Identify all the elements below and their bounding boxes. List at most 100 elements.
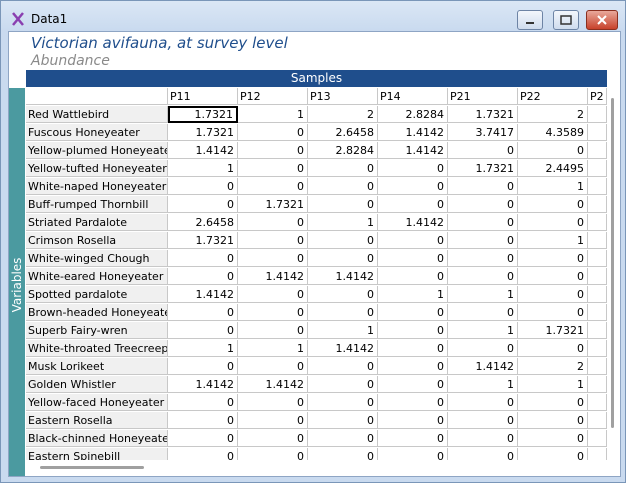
value-cell[interactable]: 0 — [308, 430, 378, 447]
value-cell[interactable]: 0 — [518, 412, 588, 429]
value-cell[interactable]: 2 — [518, 358, 588, 375]
minimize-button[interactable] — [517, 10, 543, 30]
value-cell[interactable]: 0 — [378, 196, 448, 213]
close-button[interactable] — [586, 10, 618, 30]
value-cell[interactable]: 0 — [518, 286, 588, 303]
value-cell[interactable]: 4.3589 — [518, 124, 588, 141]
value-cell[interactable]: 2.8284 — [308, 142, 378, 159]
scroll-thumb[interactable] — [40, 466, 144, 469]
value-cell[interactable]: 1.4142 — [378, 124, 448, 141]
value-cell[interactable]: 1.7321 — [168, 106, 238, 123]
value-cell[interactable]: 2 — [518, 106, 588, 123]
value-cell[interactable]: 0 — [448, 214, 518, 231]
value-cell[interactable]: 0 — [518, 268, 588, 285]
value-cell[interactable]: 1.4142 — [308, 340, 378, 357]
value-cell[interactable]: 0 — [168, 250, 238, 267]
column-header[interactable]: P22 — [518, 88, 588, 105]
value-cell[interactable]: 1 — [238, 340, 308, 357]
value-cell[interactable]: 0 — [238, 394, 308, 411]
value-cell[interactable]: 0 — [238, 304, 308, 321]
value-cell[interactable]: 0 — [238, 250, 308, 267]
value-cell[interactable]: 1 — [448, 286, 518, 303]
value-cell[interactable]: 1.4142 — [308, 268, 378, 285]
value-cell[interactable]: 0 — [448, 412, 518, 429]
row-header[interactable]: White-winged Chough — [26, 250, 168, 267]
value-cell[interactable]: 1.7321 — [238, 196, 308, 213]
column-header[interactable]: P13 — [308, 88, 378, 105]
value-cell[interactable]: 0 — [518, 250, 588, 267]
value-cell[interactable]: 1.4142 — [168, 142, 238, 159]
value-cell[interactable]: 0 — [448, 268, 518, 285]
row-header[interactable]: Golden Whistler — [26, 376, 168, 393]
value-cell[interactable]: 2 — [308, 106, 378, 123]
value-cell[interactable]: 0 — [448, 430, 518, 447]
value-cell[interactable]: 0 — [308, 232, 378, 249]
value-cell[interactable]: 0 — [168, 412, 238, 429]
value-cell[interactable]: 1.7321 — [168, 124, 238, 141]
value-cell[interactable]: 0 — [378, 250, 448, 267]
value-cell[interactable]: 0 — [238, 412, 308, 429]
value-cell[interactable]: 1 — [308, 322, 378, 339]
value-cell[interactable]: 0 — [308, 286, 378, 303]
value-cell-clipped[interactable] — [588, 340, 607, 357]
value-cell[interactable]: 0 — [168, 394, 238, 411]
value-cell[interactable]: 0 — [308, 304, 378, 321]
column-header[interactable]: P2 — [588, 88, 607, 105]
value-cell[interactable]: 0 — [238, 358, 308, 375]
value-cell[interactable]: 0 — [238, 286, 308, 303]
value-cell[interactable]: 0 — [518, 196, 588, 213]
value-cell[interactable]: 0 — [518, 340, 588, 357]
value-cell[interactable]: 0 — [378, 430, 448, 447]
row-header[interactable]: Yellow-faced Honeyeater — [26, 394, 168, 411]
value-cell[interactable]: 0 — [308, 358, 378, 375]
value-cell[interactable]: 0 — [308, 412, 378, 429]
value-cell[interactable]: 0 — [448, 250, 518, 267]
value-cell[interactable]: 1 — [518, 232, 588, 249]
value-cell[interactable]: 0 — [378, 412, 448, 429]
maximize-button[interactable] — [553, 10, 579, 30]
value-cell[interactable]: 0 — [518, 304, 588, 321]
row-header[interactable]: White-naped Honeyeater — [26, 178, 168, 195]
value-cell[interactable]: 0 — [378, 268, 448, 285]
value-cell-clipped[interactable] — [588, 250, 607, 267]
value-cell[interactable]: 1.4142 — [168, 376, 238, 393]
value-cell-clipped[interactable] — [588, 124, 607, 141]
value-cell-clipped[interactable] — [588, 412, 607, 429]
value-cell[interactable]: 1.4142 — [378, 142, 448, 159]
horizontal-scrollbar[interactable] — [26, 460, 607, 476]
value-cell[interactable]: 0 — [168, 358, 238, 375]
value-cell[interactable]: 0 — [168, 304, 238, 321]
value-cell-clipped[interactable] — [588, 286, 607, 303]
row-header[interactable]: Crimson Rosella — [26, 232, 168, 249]
value-cell[interactable]: 1.7321 — [168, 232, 238, 249]
value-cell[interactable]: 0 — [448, 178, 518, 195]
value-cell[interactable]: 1 — [308, 214, 378, 231]
row-header[interactable]: Musk Lorikeet — [26, 358, 168, 375]
value-cell[interactable]: 1 — [378, 286, 448, 303]
value-cell[interactable]: 1.7321 — [448, 160, 518, 177]
value-cell[interactable]: 1 — [238, 106, 308, 123]
value-cell[interactable]: 3.7417 — [448, 124, 518, 141]
value-cell[interactable]: 1.4142 — [238, 376, 308, 393]
value-cell[interactable]: 1 — [448, 322, 518, 339]
row-header[interactable]: White-throated Treecreeper — [26, 340, 168, 357]
value-cell[interactable]: 0 — [518, 430, 588, 447]
value-cell[interactable]: 0 — [378, 160, 448, 177]
value-cell[interactable]: 0 — [448, 340, 518, 357]
value-cell-clipped[interactable] — [588, 268, 607, 285]
value-cell[interactable]: 1 — [168, 160, 238, 177]
value-cell[interactable]: 0 — [308, 250, 378, 267]
value-cell[interactable]: 0 — [378, 232, 448, 249]
value-cell[interactable]: 1 — [168, 340, 238, 357]
value-cell[interactable]: 0 — [308, 196, 378, 213]
value-cell-clipped[interactable] — [588, 322, 607, 339]
value-cell[interactable]: 0 — [518, 142, 588, 159]
value-cell[interactable]: 0 — [378, 340, 448, 357]
value-cell[interactable]: 0 — [448, 232, 518, 249]
value-cell[interactable]: 2.4495 — [518, 160, 588, 177]
value-cell[interactable]: 0 — [448, 304, 518, 321]
value-cell-clipped[interactable] — [588, 214, 607, 231]
value-cell[interactable]: 0 — [378, 304, 448, 321]
value-cell-clipped[interactable] — [588, 394, 607, 411]
value-cell[interactable]: 0 — [308, 376, 378, 393]
